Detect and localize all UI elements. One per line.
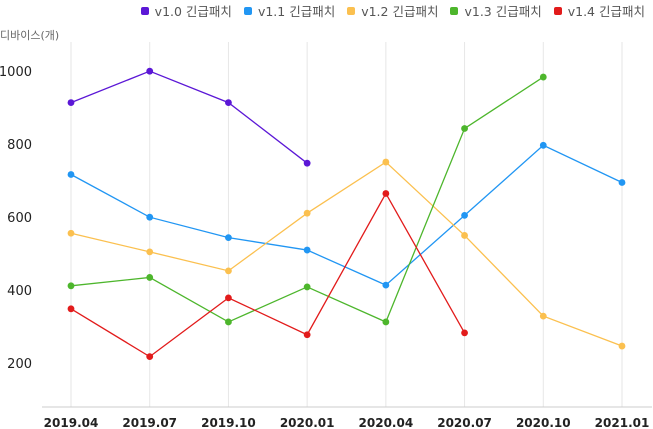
series-line-1 — [70, 70, 308, 164]
legend-label: v1.1 긴급패치 — [257, 4, 336, 19]
legend-label: v1.0 긴급패치 — [154, 4, 232, 19]
data-point — [67, 229, 75, 237]
x-tick-label: 2019.07 — [122, 416, 177, 429]
data-point — [146, 248, 154, 256]
data-point — [146, 353, 154, 361]
legend-item-1[interactable]: v1.0 긴급패치 — [140, 1, 232, 20]
y-tick-label: 200 — [7, 357, 32, 372]
data-point — [225, 294, 232, 302]
x-tick-label: 2020.04 — [359, 416, 414, 429]
data-point — [303, 283, 311, 291]
data-point — [382, 318, 390, 326]
y-tick-label: 1000 — [0, 65, 32, 80]
x-tick-label: 2021.01 — [595, 416, 650, 429]
series-line-5 — [70, 192, 466, 358]
legend-item-4[interactable]: v1.3 긴급패치 — [450, 1, 542, 20]
data-point — [225, 267, 232, 275]
data-point — [618, 342, 626, 350]
data-point — [303, 246, 311, 254]
data-point — [382, 158, 390, 166]
legend-swatch — [243, 6, 252, 15]
data-point — [146, 213, 154, 221]
legend-swatch — [140, 6, 149, 15]
legend-item-5[interactable]: v1.4 긴급패치 — [553, 1, 645, 20]
data-point — [539, 73, 547, 81]
data-point — [461, 211, 468, 219]
legend-swatch — [347, 6, 356, 15]
data-point — [67, 171, 75, 178]
x-tick-label: 2020.07 — [437, 416, 492, 429]
x-tick-label: 2019.10 — [201, 416, 256, 429]
data-point — [461, 125, 468, 132]
legend-item-2[interactable]: v1.1 긴급패치 — [243, 1, 336, 20]
y-axis-label: 디바이스(개) — [0, 29, 60, 42]
data-point — [382, 190, 390, 197]
data-point — [225, 318, 232, 326]
data-point — [618, 179, 626, 186]
series-line-3 — [70, 161, 623, 347]
legend-label: v1.2 긴급패치 — [361, 4, 439, 19]
chart-legend: v1.0 긴급패치 v1.1 긴급패치 v1.2 긴급패치 v1.3 긴급패치 v1.4… — [129, 1, 645, 20]
x-tick-label: 2020.01 — [280, 416, 335, 429]
data-point — [303, 159, 311, 167]
data-point — [146, 67, 154, 75]
data-point — [539, 141, 547, 149]
data-point — [225, 234, 232, 242]
y-tick-label: 800 — [7, 138, 32, 153]
data-point — [67, 282, 75, 290]
data-point — [539, 312, 547, 320]
x-tick-label: 2019.04 — [44, 416, 99, 429]
data-point — [461, 329, 468, 337]
series-line-2 — [70, 144, 623, 286]
legend-label: v1.3 긴급패치 — [464, 4, 542, 19]
data-point — [303, 209, 311, 217]
data-point — [461, 232, 468, 239]
x-tick-label: 2020.10 — [516, 416, 571, 429]
legend-swatch — [553, 6, 562, 15]
data-point — [303, 331, 311, 339]
legend-swatch — [450, 6, 459, 15]
data-point — [67, 305, 75, 313]
legend-item-3[interactable]: v1.2 긴급패치 — [347, 1, 438, 20]
y-tick-label: 400 — [7, 284, 32, 299]
y-tick-label: 600 — [7, 211, 32, 226]
data-point — [382, 281, 390, 289]
legend-label: v1.4 긴급패치 — [567, 4, 645, 19]
data-point — [146, 274, 154, 281]
data-point — [225, 99, 232, 106]
data-point — [67, 99, 75, 106]
